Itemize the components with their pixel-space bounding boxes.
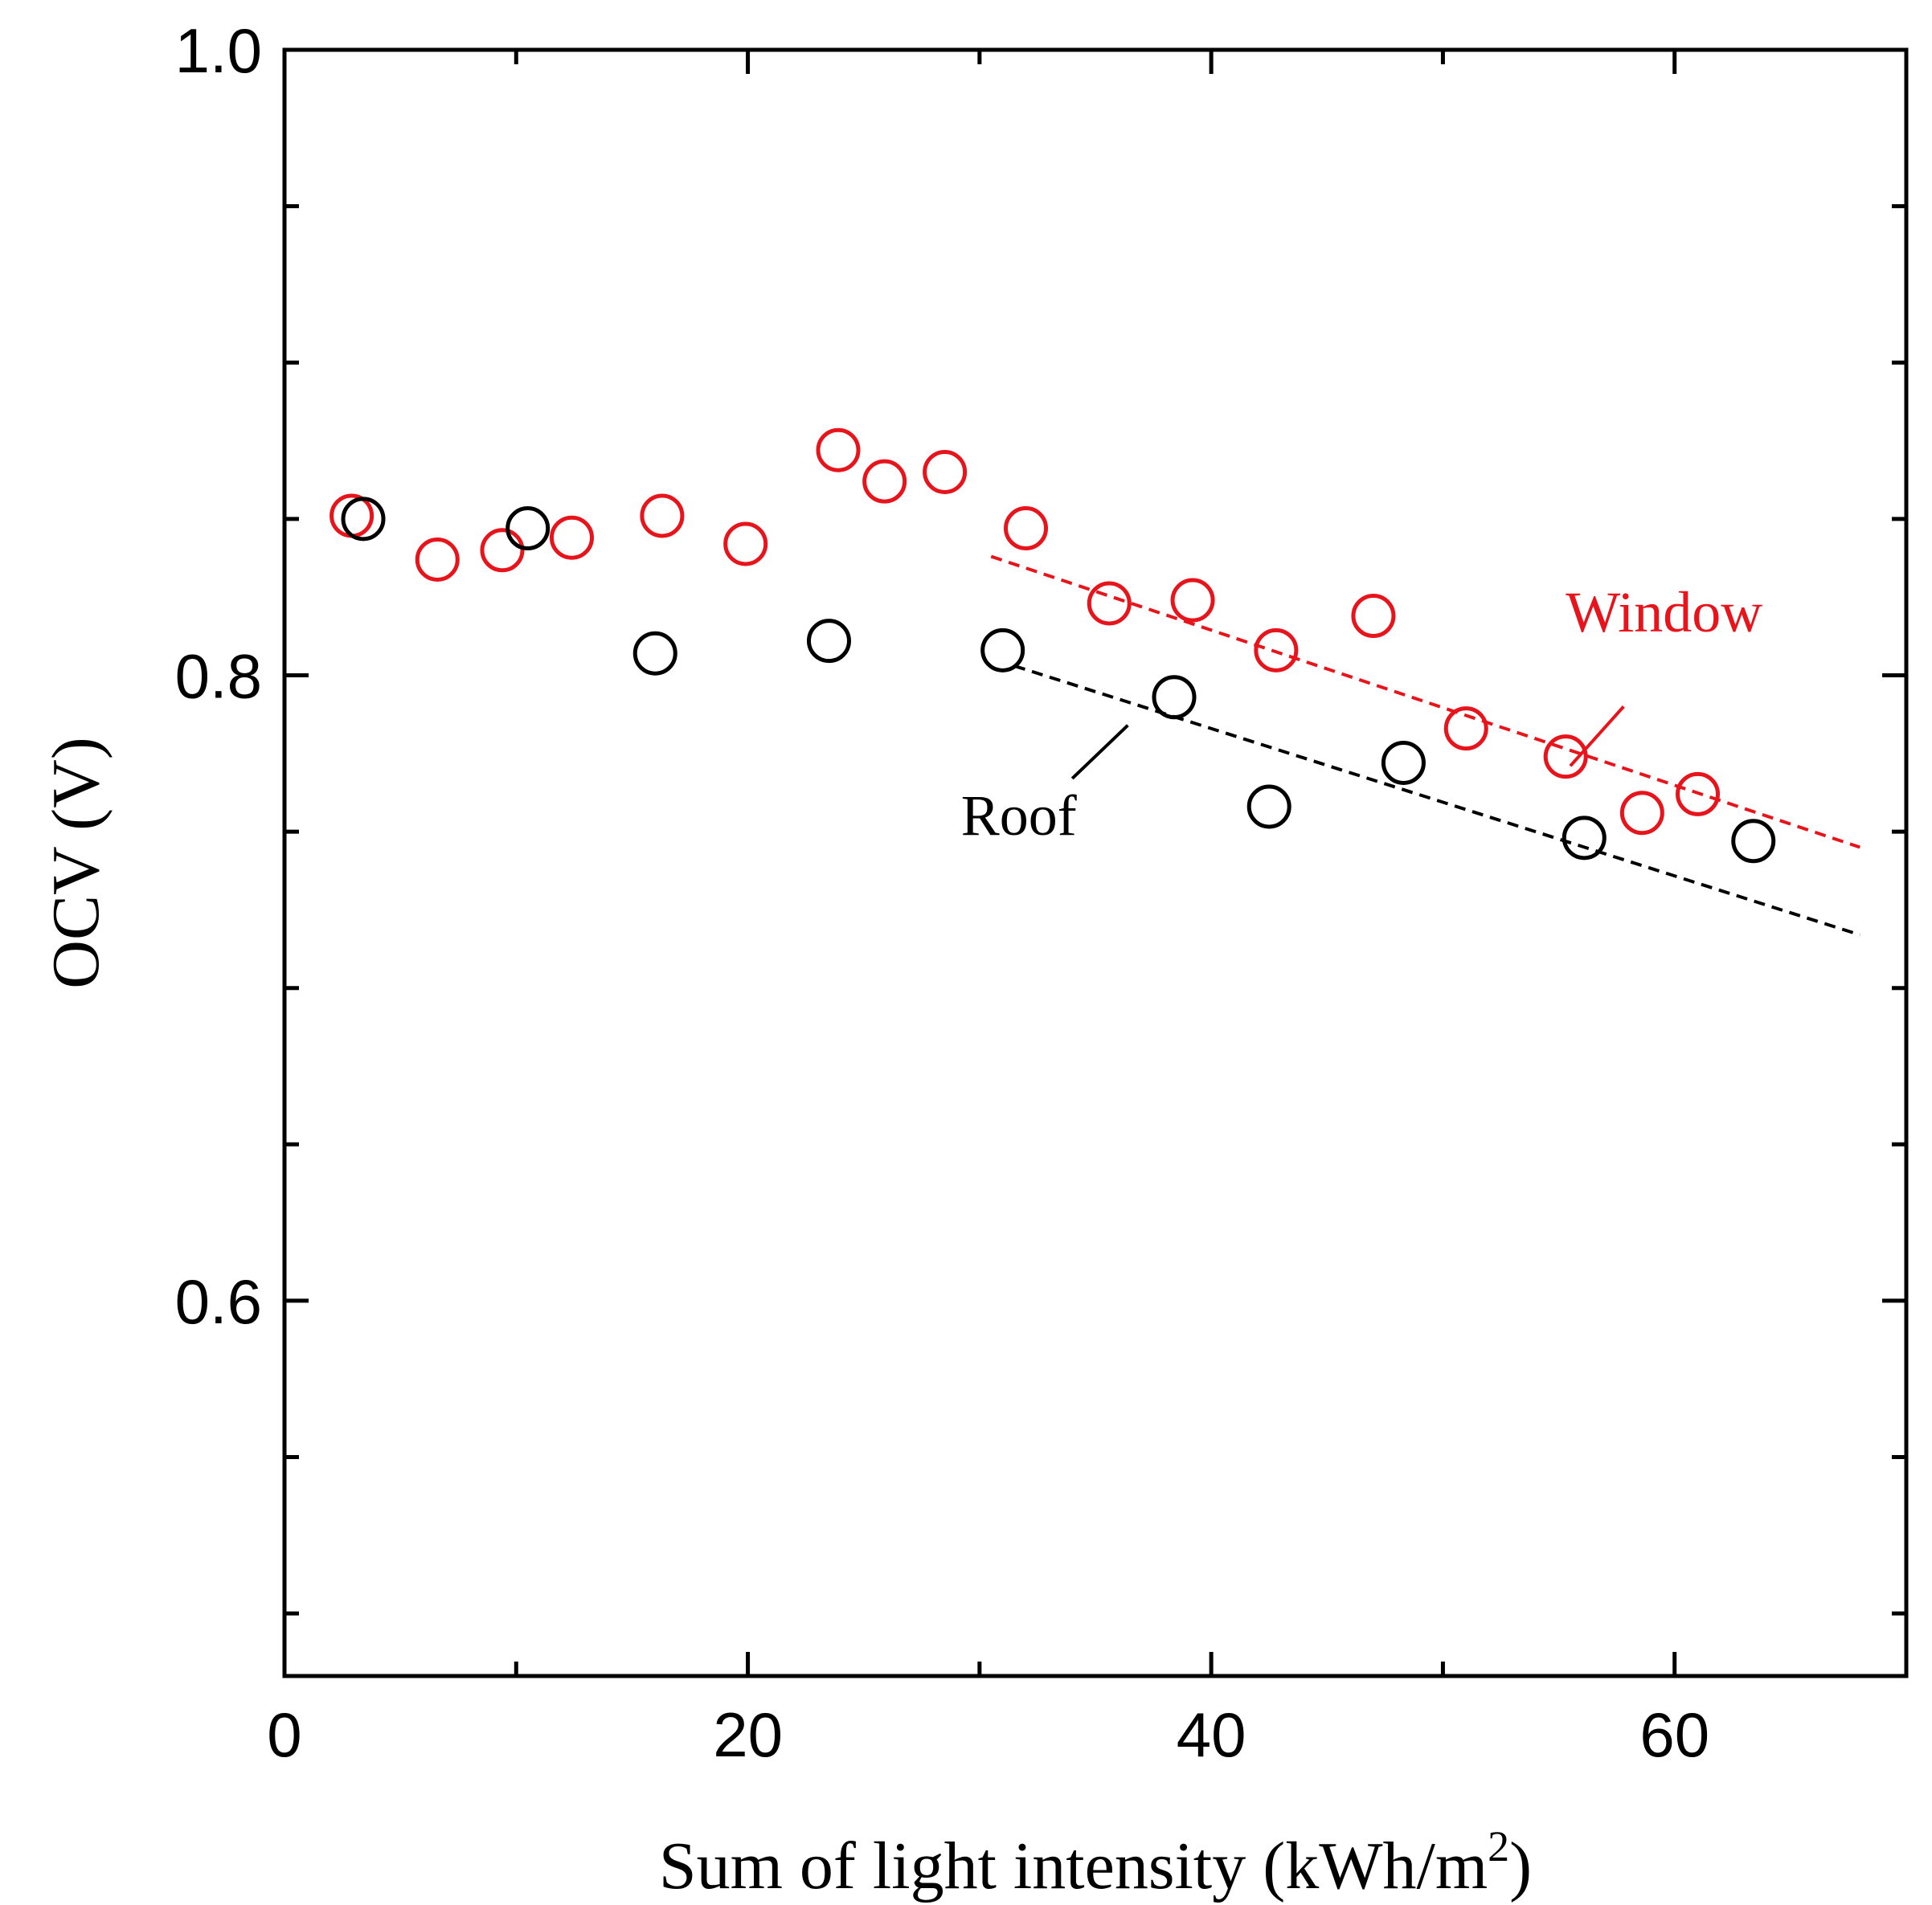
axis-tick-labels: 0 20 40 60 0.6 0.8 1.0: [175, 15, 1710, 1770]
roof-data-point: [1562, 816, 1607, 861]
y-tick-label: 0.6: [175, 1266, 262, 1337]
roof-series-label: Roof: [961, 783, 1077, 848]
roof-trend-line: [1013, 664, 1860, 937]
roof-data-point: [1731, 819, 1776, 864]
window-data-point: [1543, 734, 1588, 779]
roof-data-point: [1381, 740, 1426, 785]
x-tick-label: 60: [1639, 1699, 1709, 1770]
roof-data-point: [341, 497, 386, 542]
window-data-point: [862, 459, 907, 504]
window-trend-line: [990, 554, 1860, 849]
y-axis-title: OCV (V): [39, 737, 113, 988]
roof-data-point: [506, 506, 551, 551]
window-data-point: [480, 528, 525, 573]
series-annotations: Window Roof: [961, 580, 1763, 848]
y-tick-label: 0.8: [175, 640, 262, 711]
x-tick-label: 0: [267, 1699, 301, 1770]
window-data-point: [1004, 506, 1049, 551]
roof-leader-line: [1070, 724, 1129, 780]
window-data-point: [1676, 771, 1721, 816]
roof-data-point: [1152, 675, 1197, 720]
window-data-point: [816, 427, 861, 472]
window-data-point: [640, 493, 685, 538]
trend-lines: [990, 554, 1860, 937]
axis-ticks: [282, 47, 1906, 1676]
window-data-point: [1351, 594, 1396, 639]
window-data-point: [723, 521, 768, 566]
window-data-point: [415, 537, 460, 582]
window-data-point: [1443, 706, 1488, 751]
roof-data-point: [980, 628, 1025, 672]
x-axis-title: Sum of light intensity (kWh/m2): [659, 1822, 1532, 1903]
roof-data-point: [1246, 784, 1291, 829]
window-data-point: [1619, 791, 1664, 836]
roof-data-point: [632, 631, 677, 676]
plot-area-frame: [282, 47, 1909, 1678]
window-data-point: [1254, 628, 1299, 672]
window-data-point: [923, 449, 968, 494]
window-series-label: Window: [1566, 580, 1762, 644]
x-tick-label: 40: [1177, 1699, 1246, 1770]
y-tick-label: 1.0: [175, 15, 262, 86]
window-leader-line: [1569, 705, 1625, 767]
window-data-point: [549, 515, 594, 560]
window-data-point: [1170, 578, 1215, 623]
window-data-point: [1087, 581, 1132, 626]
x-axis-title-close: ): [1509, 1829, 1532, 1903]
roof-data-point: [806, 619, 851, 664]
data-points: [330, 427, 1776, 864]
x-axis-title-superscript: 2: [1488, 1822, 1509, 1870]
x-tick-label: 20: [713, 1699, 783, 1770]
